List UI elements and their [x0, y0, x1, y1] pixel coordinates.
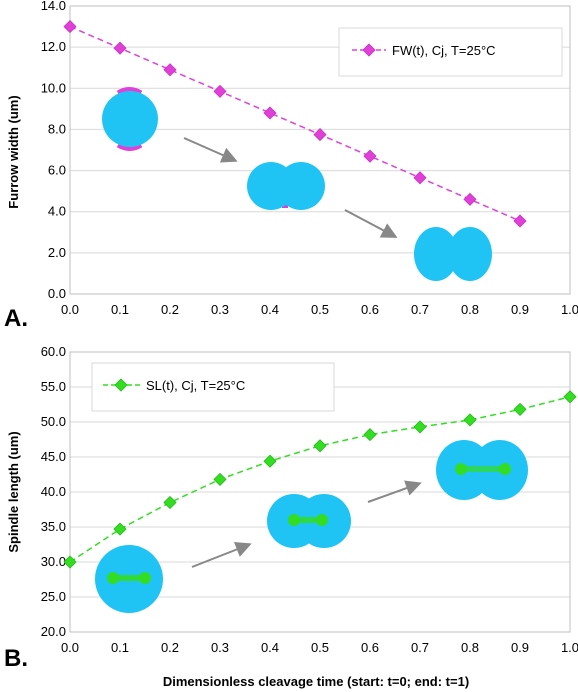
data-point-b-5 — [313, 439, 327, 453]
data-point-a-4 — [263, 106, 277, 120]
y-tick-label-a-5: 10.0 — [41, 80, 66, 95]
series-line-a — [69, 25, 521, 222]
data-point-b-8 — [463, 413, 477, 427]
x-tick-label-a-5: 0.5 — [311, 302, 329, 317]
x-ticks-a: 0.0 0.1 0.2 0.3 0.4 0.5 0.6 0.7 0.8 0.9 1.0 — [61, 302, 578, 317]
arrow-icon — [183, 137, 238, 163]
y-tick-label-a-4: 8.0 — [48, 121, 66, 136]
cell-divided-icon — [436, 440, 528, 500]
data-point-a-2 — [163, 63, 177, 77]
data-point-b-9 — [513, 402, 527, 416]
y-tick-label-b-4: 40.0 — [41, 484, 66, 499]
data-point-a-0 — [63, 20, 77, 34]
arrow-icon — [367, 480, 422, 503]
x-tick-label-a-4: 0.4 — [261, 302, 279, 317]
data-point-a-3 — [213, 84, 227, 98]
y-axis-title-b: Spindle length (um) — [6, 431, 21, 552]
y-tick-label-b-7: 55.0 — [41, 379, 66, 394]
y-tick-label-a-1: 2.0 — [48, 245, 66, 260]
data-point-b-2 — [163, 495, 177, 510]
data-point-b-4 — [263, 454, 277, 468]
panel-label-b: B. — [4, 645, 28, 672]
y-tick-label-b-6: 50.0 — [41, 414, 66, 429]
y-tick-label-b-2: 30.0 — [41, 554, 66, 569]
x-tick-label-a-8: 0.8 — [461, 302, 479, 317]
data-point-b-1 — [113, 522, 127, 536]
data-point-a-9 — [513, 214, 527, 228]
x-tick-label-b-8: 0.8 — [461, 640, 479, 655]
x-tick-label-a-2: 0.2 — [161, 302, 179, 317]
y-tick-label-b-3: 35.0 — [41, 519, 66, 534]
x-axis-title: Dimensionless cleavage time (start: t=0;… — [163, 674, 469, 689]
x-tick-label-b-7: 0.7 — [411, 640, 429, 655]
y-ticks-a: 0.0 2.0 4.0 6.0 8.0 10.0 12.0 14.0 — [41, 0, 66, 301]
x-tick-label-a-10: 1.0 — [561, 302, 578, 317]
cell-sphere-icon — [95, 545, 163, 613]
plot-area-b — [69, 351, 571, 633]
x-tick-label-a-0: 0.0 — [61, 302, 79, 317]
y-tick-label-b-0: 20.0 — [41, 624, 66, 639]
arrow-icon — [344, 209, 398, 238]
x-tick-label-b-4: 0.4 — [261, 640, 279, 655]
x-tick-label-b-10: 1.0 — [561, 640, 578, 655]
x-ticks-b: 0.0 0.1 0.2 0.3 0.4 0.5 0.6 0.7 0.8 0.9 1.0 — [61, 640, 578, 655]
data-point-a-8 — [463, 192, 477, 206]
legend-label-b: SL(t), Cj, T=25°C — [146, 378, 245, 393]
data-point-b-3 — [213, 472, 227, 486]
data-point-b-10 — [563, 390, 577, 404]
cell-cleaving-icon — [247, 162, 325, 210]
x-tick-label-a-3: 0.3 — [211, 302, 229, 317]
x-tick-label-a-6: 0.6 — [361, 302, 379, 317]
data-point-a-5 — [313, 128, 327, 142]
cell-divided-icon — [414, 227, 492, 281]
x-tick-label-a-7: 0.7 — [411, 302, 429, 317]
panel-label-a: A. — [4, 305, 28, 332]
x-tick-label-b-3: 0.3 — [211, 640, 229, 655]
y-tick-label-a-2: 4.0 — [48, 204, 66, 219]
plot-area-a — [69, 5, 571, 295]
y-tick-label-b-1: 25.0 — [41, 589, 66, 604]
y-tick-label-a-0: 0.0 — [48, 286, 66, 301]
cell-sphere-icon — [102, 87, 158, 151]
x-tick-label-b-1: 0.1 — [111, 640, 129, 655]
x-tick-label-b-0: 0.0 — [61, 640, 79, 655]
x-tick-label-b-9: 0.9 — [511, 640, 529, 655]
cell-cleaving-icon — [267, 494, 351, 548]
legend-b: SL(t), Cj, T=25°C — [91, 362, 335, 412]
chart-panel-a: 0.0 2.0 4.0 6.0 8.0 10.0 12.0 14.0 0.0 0.1 0.2 0.3… — [4, 0, 578, 332]
data-point-b-6 — [363, 428, 377, 442]
data-point-a-6 — [363, 149, 377, 163]
y-tick-label-b-8: 60.0 — [41, 344, 66, 359]
legend-label-a: FW(t), Cj, T=25°C — [392, 43, 496, 58]
y-tick-label-a-3: 6.0 — [48, 163, 66, 178]
y-tick-label-b-5: 45.0 — [41, 449, 66, 464]
y-tick-label-a-6: 12.0 — [41, 39, 66, 54]
y-axis-title-a: Furrow width (um) — [6, 95, 21, 208]
data-point-a-7 — [413, 171, 427, 185]
legend-a: FW(t), Cj, T=25°C — [338, 27, 563, 77]
x-tick-label-b-6: 0.6 — [361, 640, 379, 655]
x-tick-label-b-5: 0.5 — [311, 640, 329, 655]
x-tick-label-a-1: 0.1 — [111, 302, 129, 317]
data-point-a-1 — [113, 41, 127, 55]
data-point-b-0 — [63, 555, 77, 569]
data-point-b-7 — [413, 420, 427, 434]
x-tick-label-a-9: 0.9 — [511, 302, 529, 317]
x-tick-label-b-2: 0.2 — [161, 640, 179, 655]
series-b — [63, 390, 577, 569]
chart-panel-b: 20.0 25.0 30.0 35.0 40.0 45.0 50.0 55.0 60.0 0.0… — [4, 344, 578, 689]
series-a — [63, 20, 527, 228]
y-ticks-b: 20.0 25.0 30.0 35.0 40.0 45.0 50.0 55.0 60.0 — [41, 344, 66, 639]
y-tick-label-a-7: 14.0 — [41, 0, 66, 13]
arrow-icon — [191, 541, 252, 568]
